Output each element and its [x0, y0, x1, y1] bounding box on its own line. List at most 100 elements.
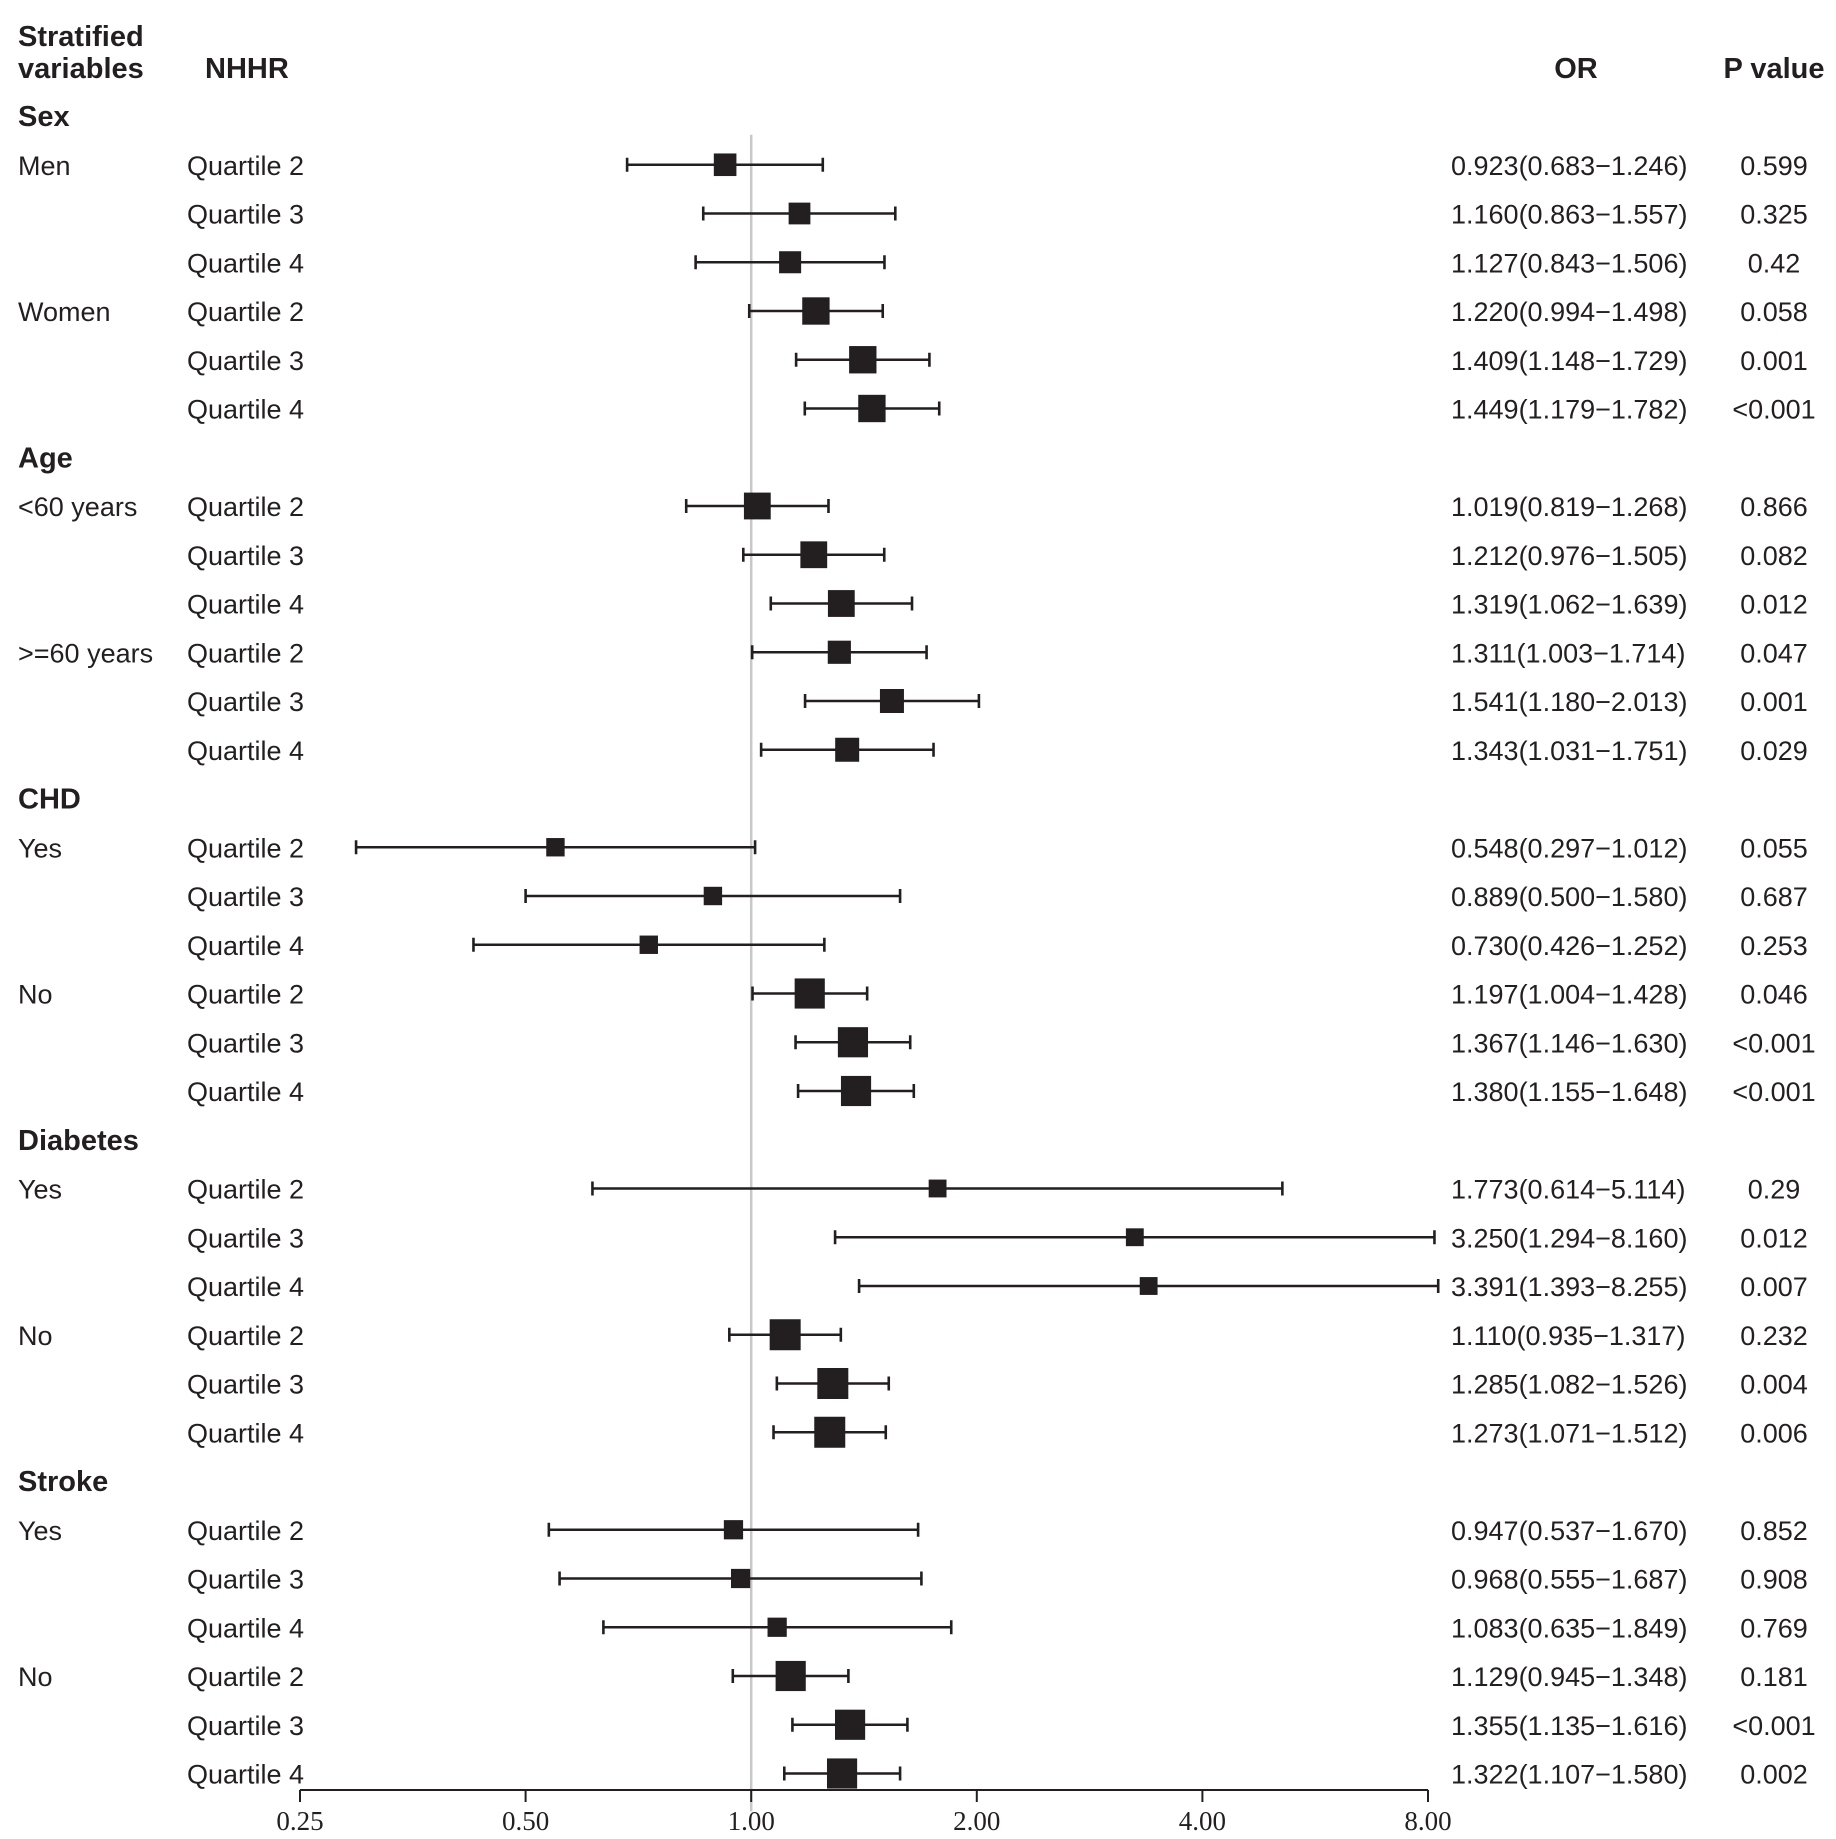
p-value: 0.004: [1740, 1370, 1808, 1400]
p-value: 0.599: [1740, 151, 1808, 181]
or-marker: [743, 492, 771, 520]
or-ci-value: 3.391(1.393−8.255): [1451, 1272, 1687, 1302]
row-label: Quartile 2: [187, 638, 304, 668]
row-label: Quartile 4: [187, 1418, 304, 1448]
or-marker: [779, 251, 802, 274]
or-marker: [730, 1568, 751, 1589]
table-row: Quartile 4 1.127(0.843−1.506) 0.42: [187, 248, 1800, 278]
or-marker: [769, 1319, 801, 1351]
or-ci-value: 1.127(0.843−1.506): [1451, 248, 1687, 278]
x-tick-label: 2.00: [953, 1806, 1000, 1836]
subgroup-label: Men: [18, 151, 71, 181]
or-ci-value: 1.449(1.179−1.782): [1451, 395, 1687, 425]
or-ci-value: 1.197(1.004−1.428): [1451, 980, 1687, 1010]
p-value: 0.866: [1740, 492, 1808, 522]
x-tick-label: 4.00: [1179, 1806, 1226, 1836]
p-value: 0.001: [1740, 346, 1808, 376]
or-marker: [802, 297, 830, 325]
p-value: 0.253: [1740, 931, 1808, 961]
table-row: Quartile 4 1.273(1.071−1.512) 0.006: [187, 1416, 1808, 1448]
or-ci-value: 0.947(0.537−1.670): [1451, 1516, 1687, 1546]
group-label: Sex: [18, 101, 70, 133]
x-tick-label: 1.00: [728, 1806, 775, 1836]
table-row: Quartile 3 3.250(1.294−8.160) 0.012: [187, 1223, 1808, 1253]
row-label: Quartile 3: [187, 1711, 304, 1741]
table-row: >=60 years Quartile 2 1.311(1.003−1.714) 0.…: [18, 638, 1808, 668]
p-value: 0.232: [1740, 1321, 1808, 1351]
or-marker: [1125, 1228, 1144, 1247]
table-row: Quartile 4 1.380(1.155−1.648) <0.001: [187, 1075, 1816, 1107]
row-label: Quartile 4: [187, 931, 304, 961]
group-label: CHD: [18, 784, 81, 816]
row-label: Quartile 3: [187, 687, 304, 717]
or-ci-value: 0.730(0.426−1.252): [1451, 931, 1687, 961]
column-headers: Stratified variables NHHR OR P value: [18, 21, 1825, 85]
or-marker: [928, 1179, 947, 1198]
p-value: 0.012: [1740, 1223, 1808, 1253]
or-marker: [639, 935, 658, 954]
or-ci-value: 1.367(1.146−1.630): [1451, 1028, 1687, 1058]
or-ci-value: 1.343(1.031−1.751): [1451, 736, 1687, 766]
subgroup-label: No: [18, 980, 53, 1010]
p-value: 0.058: [1740, 297, 1808, 327]
row-label: Quartile 4: [187, 248, 304, 278]
table-row: Women Quartile 2 1.220(0.994−1.498) 0.058: [18, 297, 1808, 327]
header-or: OR: [1554, 53, 1598, 85]
or-ci-value: 1.220(0.994−1.498): [1451, 297, 1687, 327]
or-marker: [827, 590, 855, 617]
table-row: No Quartile 2 1.129(0.945−1.348) 0.181: [18, 1660, 1808, 1692]
p-value: 0.082: [1740, 541, 1808, 571]
table-row: Quartile 4 1.343(1.031−1.751) 0.029: [187, 736, 1808, 766]
or-ci-value: 1.285(1.082−1.526): [1451, 1370, 1687, 1400]
subgroup-label: <60 years: [18, 492, 137, 522]
or-marker: [879, 689, 904, 713]
or-ci-value: 1.110(0.935−1.317): [1451, 1321, 1685, 1351]
row-label: Quartile 3: [187, 541, 304, 571]
table-row: Quartile 4 1.319(1.062−1.639) 0.012: [187, 590, 1808, 620]
row-label: Quartile 3: [187, 1223, 304, 1253]
row-label: Quartile 3: [187, 882, 304, 912]
row-label: Quartile 4: [187, 1760, 304, 1790]
table-row: Quartile 3 0.968(0.555−1.687) 0.908: [187, 1565, 1808, 1595]
subgroup-label: No: [18, 1321, 53, 1351]
group-label: Age: [18, 442, 73, 474]
p-value: 0.29: [1748, 1175, 1801, 1205]
or-marker: [827, 640, 851, 664]
or-ci-value: 1.273(1.071−1.512): [1451, 1418, 1687, 1448]
or-marker: [817, 1368, 849, 1399]
or-marker: [788, 202, 811, 225]
plot-rows: Sex Men Quartile 2 0.923(0.683−1.246) 0.599 Q…: [18, 101, 1816, 1790]
p-value: 0.046: [1740, 980, 1808, 1010]
table-row: Yes Quartile 2 1.773(0.614−5.114) 0.29: [18, 1175, 1800, 1205]
p-value: <0.001: [1732, 1028, 1815, 1058]
header-p-value: P value: [1723, 53, 1824, 85]
p-value: 0.769: [1740, 1613, 1808, 1643]
p-value: <0.001: [1732, 1711, 1815, 1741]
or-ci-value: 0.968(0.555−1.687): [1451, 1565, 1687, 1595]
or-ci-value: 1.355(1.135−1.616): [1451, 1711, 1687, 1741]
p-value: 0.047: [1740, 638, 1808, 668]
row-label: Quartile 4: [187, 1613, 304, 1643]
row-label: Quartile 2: [187, 980, 304, 1010]
row-label: Quartile 2: [187, 1321, 304, 1351]
table-row: Quartile 4 1.322(1.107−1.580) 0.002: [187, 1758, 1808, 1790]
or-marker: [835, 737, 860, 762]
p-value: 0.029: [1740, 736, 1808, 766]
or-marker: [713, 153, 737, 177]
header-stratified-line2: variables: [18, 53, 144, 85]
p-value: 0.002: [1740, 1760, 1808, 1790]
or-ci-value: 1.322(1.107−1.580): [1451, 1760, 1687, 1790]
p-value: 0.687: [1740, 882, 1808, 912]
row-label: Quartile 4: [187, 395, 304, 425]
or-ci-value: 1.409(1.148−1.729): [1451, 346, 1687, 376]
subgroup-label: >=60 years: [18, 638, 153, 668]
or-marker: [837, 1027, 869, 1058]
or-ci-value: 1.319(1.062−1.639): [1451, 590, 1687, 620]
p-value: 0.006: [1740, 1418, 1808, 1448]
row-label: Quartile 2: [187, 1516, 304, 1546]
table-row: Quartile 4 3.391(1.393−8.255) 0.007: [187, 1272, 1808, 1302]
x-tick-label: 0.50: [502, 1806, 549, 1836]
table-row: Yes Quartile 2 0.548(0.297−1.012) 0.055: [18, 833, 1808, 863]
table-row: Quartile 3 1.409(1.148−1.729) 0.001: [187, 346, 1808, 376]
